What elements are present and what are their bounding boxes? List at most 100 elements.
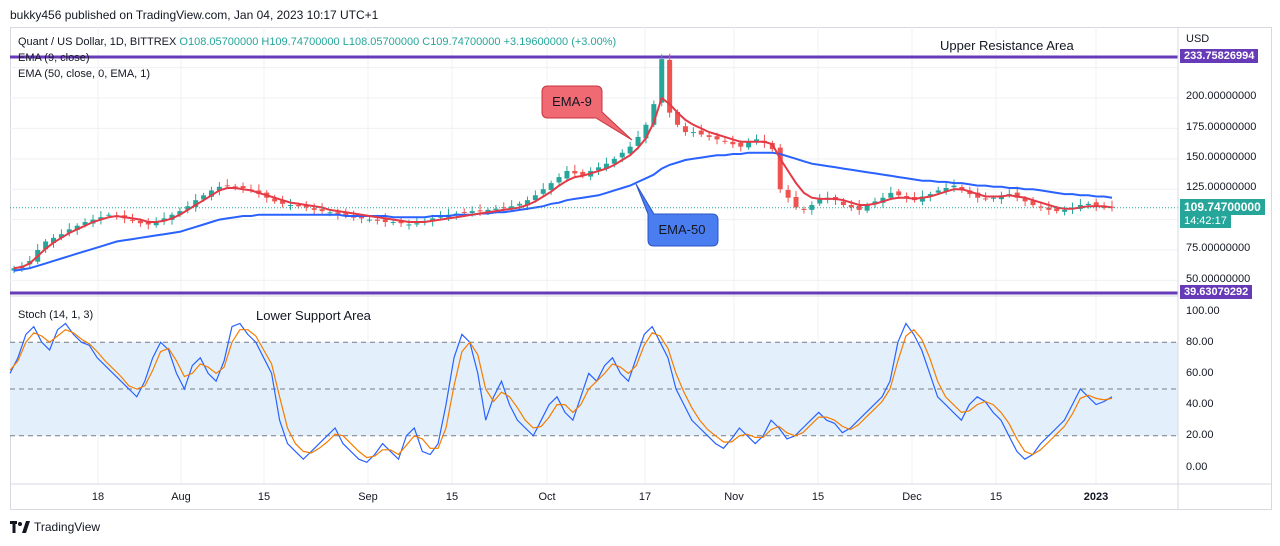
stoch-tick: 80.00	[1186, 336, 1214, 348]
candle-body	[635, 136, 641, 146]
candle-body	[1085, 203, 1091, 206]
candle-body	[351, 216, 357, 218]
candle-body	[840, 201, 846, 206]
candle-body	[785, 189, 791, 198]
footer-brand[interactable]: TradingView	[10, 520, 100, 534]
legend-stoch[interactable]: Stoch (14, 1, 3)	[18, 309, 94, 321]
candle-body	[919, 196, 925, 202]
time-tick: Sep	[358, 491, 378, 503]
stoch-band-lines	[10, 341, 1178, 437]
time-tick: Nov	[724, 491, 744, 503]
candle-body	[690, 132, 696, 134]
candle-body	[82, 222, 88, 225]
candle-body	[501, 207, 507, 209]
stoch-tick: 20.00	[1186, 429, 1214, 441]
stoch-d-line	[9, 328, 1113, 459]
ema50-callout: EMA-50	[635, 183, 719, 247]
candle-body	[153, 222, 159, 226]
candle-body	[201, 195, 207, 200]
candle-body	[888, 192, 894, 198]
candle-body	[169, 214, 175, 220]
lower-support-label: Lower Support Area	[256, 308, 371, 323]
footer-brand-label: TradingView	[34, 520, 101, 534]
stoch-tick: 100.00	[1186, 305, 1220, 317]
candle-body	[216, 186, 222, 191]
stoch-tick: 60.00	[1186, 367, 1214, 379]
ema9-callout-label: EMA-9	[552, 94, 592, 109]
candle-body	[1014, 192, 1020, 198]
candle-body	[532, 195, 538, 201]
ema9-callout: EMA-9	[541, 85, 633, 141]
candle-body	[272, 198, 278, 202]
chart-frame	[10, 27, 1272, 510]
candle-body	[177, 211, 183, 215]
countdown-tag: 14:42:17	[1180, 214, 1231, 228]
legend-ema50[interactable]: EMA (50, close, 0, EMA, 1)	[18, 68, 151, 80]
candle-body	[927, 194, 933, 197]
candle-body	[991, 197, 997, 199]
candle-body	[319, 209, 325, 212]
legend-symbol-row: Quant / US Dollar, 1D, BITTREX O108.0570…	[18, 36, 616, 48]
candle-body	[98, 217, 104, 220]
candle-body	[517, 203, 523, 206]
price-tick: 75.00000000	[1186, 242, 1251, 254]
candle-body	[477, 210, 483, 212]
candle-body	[651, 104, 657, 125]
ema50-callout-label: EMA-50	[659, 222, 706, 237]
ema50-line	[13, 151, 1113, 272]
candle-body	[801, 208, 807, 210]
candle-body	[675, 111, 681, 125]
candles	[11, 53, 1115, 274]
candle-body	[485, 209, 491, 213]
candle-body	[1101, 206, 1107, 208]
candle-body	[303, 204, 309, 208]
candle-body	[280, 200, 286, 204]
candle-body	[659, 59, 665, 103]
candle-body	[58, 234, 64, 238]
candle-body	[817, 198, 823, 204]
candle-body	[714, 136, 720, 140]
price-tick: 125.00000000	[1186, 181, 1257, 193]
upper-resistance-label: Upper Resistance Area	[940, 38, 1074, 53]
candle-body	[11, 268, 17, 271]
candle-body	[327, 212, 333, 214]
candle-body	[943, 188, 949, 192]
candle-body	[414, 223, 420, 225]
candle-body	[129, 219, 135, 221]
candle-body	[619, 152, 625, 158]
candle-body	[208, 190, 214, 197]
candle-body	[366, 219, 372, 221]
candle-body	[1022, 198, 1028, 202]
candle-body	[240, 186, 246, 189]
time-tick: 15	[445, 491, 459, 503]
candle-body	[548, 183, 554, 190]
candle-body	[224, 185, 230, 187]
candle-body	[287, 205, 293, 207]
candle-body	[611, 158, 617, 164]
time-tick: Oct	[538, 491, 556, 503]
price-tick: 150.00000000	[1186, 151, 1257, 163]
price-axis-currency: USD	[1186, 33, 1210, 45]
candle-body	[793, 196, 799, 208]
time-tick: 15	[811, 491, 825, 503]
candle-body	[730, 141, 736, 145]
candle-body	[951, 185, 957, 188]
candle-body	[643, 124, 649, 139]
candle-body	[43, 241, 49, 250]
candle-body	[682, 126, 688, 133]
candle-body	[106, 214, 112, 216]
candle-body	[1093, 202, 1099, 207]
candle-body	[746, 141, 752, 148]
candle-body	[698, 130, 704, 135]
candle-body	[1062, 209, 1068, 212]
time-tick: 15	[989, 491, 1003, 503]
level-lines	[10, 55, 1178, 295]
legend-ema9[interactable]: EMA (9, close)	[18, 52, 90, 64]
candle-body	[627, 146, 633, 154]
candle-body	[524, 200, 530, 206]
candle-body	[880, 197, 886, 203]
last-price-tag: 109.74700000	[1180, 199, 1265, 215]
time-tick: 2023	[1083, 491, 1109, 503]
candle-body	[864, 205, 870, 211]
